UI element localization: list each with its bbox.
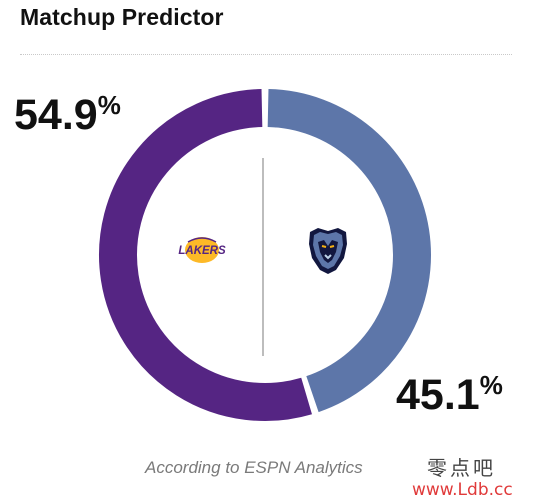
title-divider <box>20 54 512 55</box>
watermark-chinese-text: 零点吧 <box>427 456 496 480</box>
home-win-percentage: 54.9% <box>14 91 121 139</box>
away-percent-symbol: % <box>479 370 503 400</box>
watermark-url-text: www.Ldb.cc <box>412 480 513 500</box>
away-win-percentage: 45.1% <box>396 371 503 419</box>
home-percent-symbol: % <box>97 90 121 120</box>
away-win-arc <box>267 89 431 413</box>
grizzlies-logo-icon[interactable] <box>300 222 356 278</box>
home-percent-number: 54.9 <box>14 91 98 139</box>
analytics-caption: According to ESPN Analytics <box>145 458 363 477</box>
page-title: Matchup Predictor <box>20 4 224 30</box>
lakers-wordmark: LAKERS <box>178 245 226 257</box>
away-percent-number: 45.1 <box>396 371 480 419</box>
home-win-arc <box>99 89 312 421</box>
lakers-logo-icon[interactable]: LAKERS <box>176 232 228 268</box>
